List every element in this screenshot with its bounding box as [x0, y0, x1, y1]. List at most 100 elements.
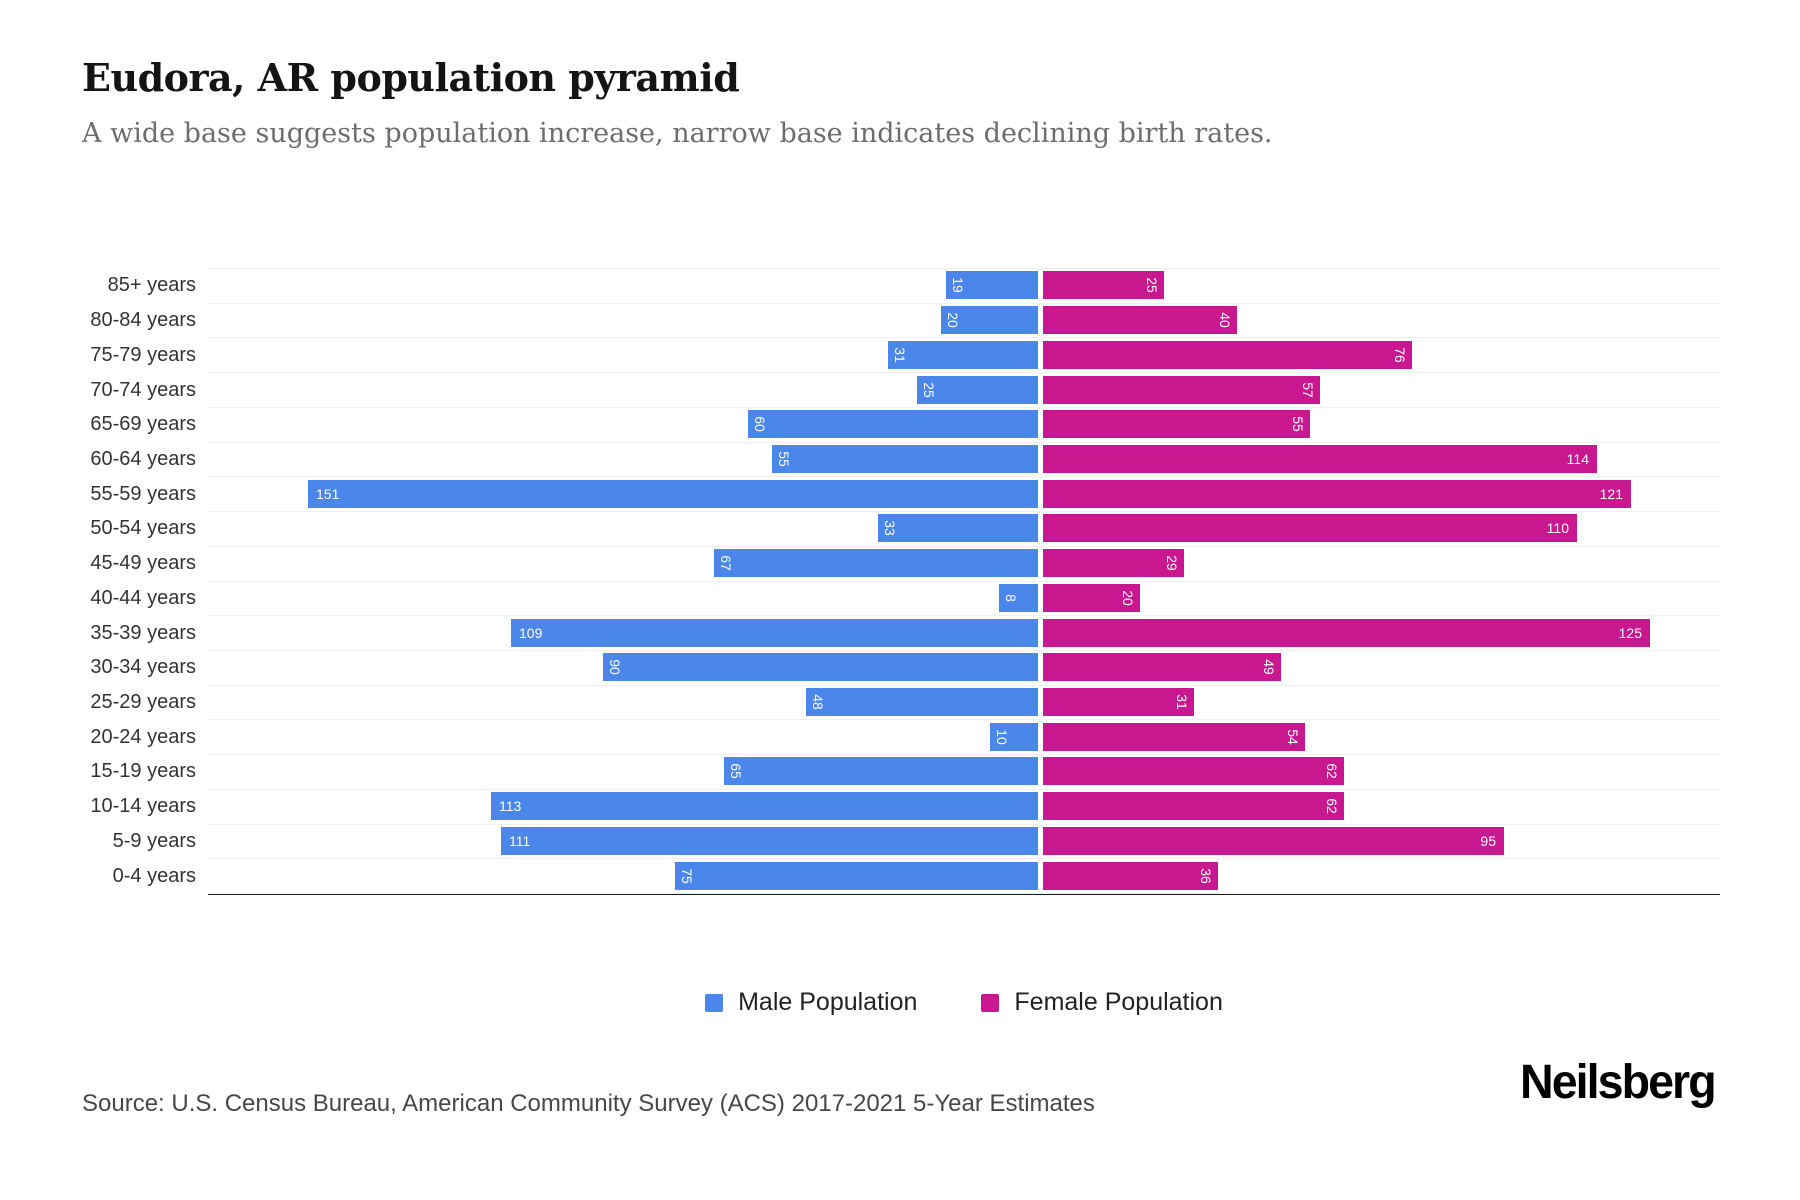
y-axis-label: 30-34 years — [90, 656, 196, 679]
y-axis-label: 20-24 years — [90, 725, 196, 748]
bar-value-label: 151 — [316, 485, 340, 502]
bar-value-label: 62 — [1323, 763, 1340, 780]
gridline — [208, 441, 1720, 443]
bar-value-label: 114 — [1566, 450, 1589, 467]
bar-value-label: 8 — [1002, 593, 1019, 602]
legend-item-male[interactable]: Male Population — [705, 988, 917, 1017]
male-bar[interactable]: 109 — [511, 618, 1038, 647]
bar-value-label: 55 — [1289, 416, 1306, 433]
pyramid-row: 151 121 — [208, 476, 1720, 511]
female-bar[interactable]: 49 — [1043, 653, 1281, 682]
bar-value-label: 90 — [606, 659, 623, 676]
gridline — [208, 476, 1720, 478]
bar-value-label: 19 — [949, 277, 966, 294]
female-bar[interactable]: 36 — [1043, 861, 1218, 890]
pyramid-row: 75 36 — [208, 858, 1720, 893]
gridline — [208, 858, 1720, 860]
female-bar[interactable]: 125 — [1043, 618, 1650, 647]
male-bar[interactable]: 113 — [491, 792, 1038, 821]
bar-value-label: 20 — [1119, 590, 1136, 606]
bar-value-label: 113 — [499, 798, 522, 815]
female-bar[interactable]: 114 — [1043, 444, 1597, 473]
bar-value-label: 36 — [1197, 867, 1214, 884]
male-bar[interactable]: 33 — [878, 514, 1038, 543]
female-bar[interactable]: 62 — [1043, 792, 1344, 821]
pyramid-row: 19 25 — [208, 268, 1720, 303]
bar-value-label: 33 — [881, 520, 898, 537]
female-bar[interactable]: 29 — [1043, 549, 1184, 578]
bar-value-label: 121 — [1599, 485, 1623, 502]
male-bar[interactable]: 151 — [308, 479, 1038, 508]
male-bar[interactable]: 75 — [675, 861, 1038, 890]
male-bar[interactable]: 55 — [772, 444, 1038, 473]
female-bar[interactable]: 76 — [1043, 340, 1412, 369]
gridline — [208, 754, 1720, 756]
source-attribution: Source: U.S. Census Bureau, American Com… — [82, 1090, 1095, 1117]
female-bar[interactable]: 25 — [1043, 271, 1164, 300]
pyramid-row: 109 125 — [208, 615, 1720, 650]
bar-value-label: 48 — [809, 694, 826, 710]
female-bar[interactable]: 121 — [1043, 479, 1631, 508]
male-bar[interactable]: 10 — [990, 722, 1038, 751]
pyramid-row: 33 110 — [208, 511, 1720, 546]
male-bar[interactable]: 48 — [806, 688, 1038, 717]
male-bar[interactable]: 19 — [946, 271, 1038, 300]
male-legend-swatch-icon — [705, 993, 724, 1012]
pyramid-row: 55 114 — [208, 442, 1720, 477]
pyramid-row: 65 62 — [208, 754, 1720, 789]
pyramid-chart: 19 25 20 40 31 76 25 57 60 55 55 114 151 121 33 110 67 29… — [208, 268, 1720, 895]
bar-value-label: 95 — [1480, 832, 1496, 849]
gridline — [208, 268, 1720, 269]
male-bar[interactable]: 90 — [603, 653, 1038, 682]
male-bar[interactable]: 111 — [501, 826, 1038, 855]
bar-value-label: 62 — [1323, 798, 1340, 814]
y-axis-label: 45-49 years — [90, 552, 196, 575]
y-axis-label: 50-54 years — [90, 517, 196, 540]
pyramid-row: 90 49 — [208, 650, 1720, 685]
male-bar[interactable]: 25 — [917, 375, 1038, 404]
female-bar[interactable]: 40 — [1043, 306, 1237, 335]
y-axis-label: 40-44 years — [90, 586, 196, 609]
gridline — [208, 337, 1720, 339]
pyramid-row: 60 55 — [208, 407, 1720, 442]
female-bar[interactable]: 57 — [1043, 375, 1320, 404]
pyramid-row: 31 76 — [208, 337, 1720, 372]
y-axis-label: 85+ years — [107, 274, 196, 297]
male-bar[interactable]: 60 — [748, 410, 1038, 439]
gridline — [208, 823, 1720, 825]
female-bar[interactable]: 20 — [1043, 583, 1140, 612]
male-bar[interactable]: 65 — [724, 757, 1038, 786]
male-bar[interactable]: 67 — [714, 549, 1038, 578]
bar-value-label: 54 — [1284, 728, 1301, 745]
bar-value-label: 60 — [751, 416, 768, 433]
pyramid-row: 113 62 — [208, 789, 1720, 824]
legend-item-female[interactable]: Female Population — [981, 988, 1223, 1017]
gridline — [208, 545, 1720, 547]
male-bar[interactable]: 20 — [941, 306, 1038, 335]
bar-value-label: 109 — [519, 624, 543, 641]
gridline — [208, 893, 1720, 894]
y-axis-label: 0-4 years — [112, 864, 196, 887]
pyramid-row: 20 40 — [208, 303, 1720, 338]
gridline — [208, 788, 1720, 790]
bar-value-label: 67 — [717, 555, 734, 571]
female-bar[interactable]: 62 — [1043, 757, 1344, 786]
male-bar[interactable]: 31 — [888, 340, 1038, 369]
female-bar[interactable]: 55 — [1043, 410, 1310, 439]
neilsberg-logo: Neilsberg — [1520, 1056, 1717, 1109]
gridline — [208, 406, 1720, 408]
male-bar[interactable]: 8 — [999, 583, 1038, 612]
legend-item-label: Female Population — [1014, 988, 1223, 1016]
y-axis-label: 75-79 years — [90, 343, 196, 366]
female-bar[interactable]: 54 — [1043, 722, 1305, 751]
gridline — [208, 302, 1720, 304]
bar-value-label: 25 — [920, 381, 937, 398]
female-bar[interactable]: 31 — [1043, 688, 1194, 717]
bar-value-label: 31 — [891, 347, 908, 363]
y-axis-label: 10-14 years — [90, 795, 196, 818]
bar-value-label: 110 — [1546, 520, 1569, 537]
female-bar[interactable]: 110 — [1043, 514, 1577, 543]
female-bar[interactable]: 95 — [1043, 826, 1504, 855]
pyramid-row: 48 31 — [208, 685, 1720, 720]
